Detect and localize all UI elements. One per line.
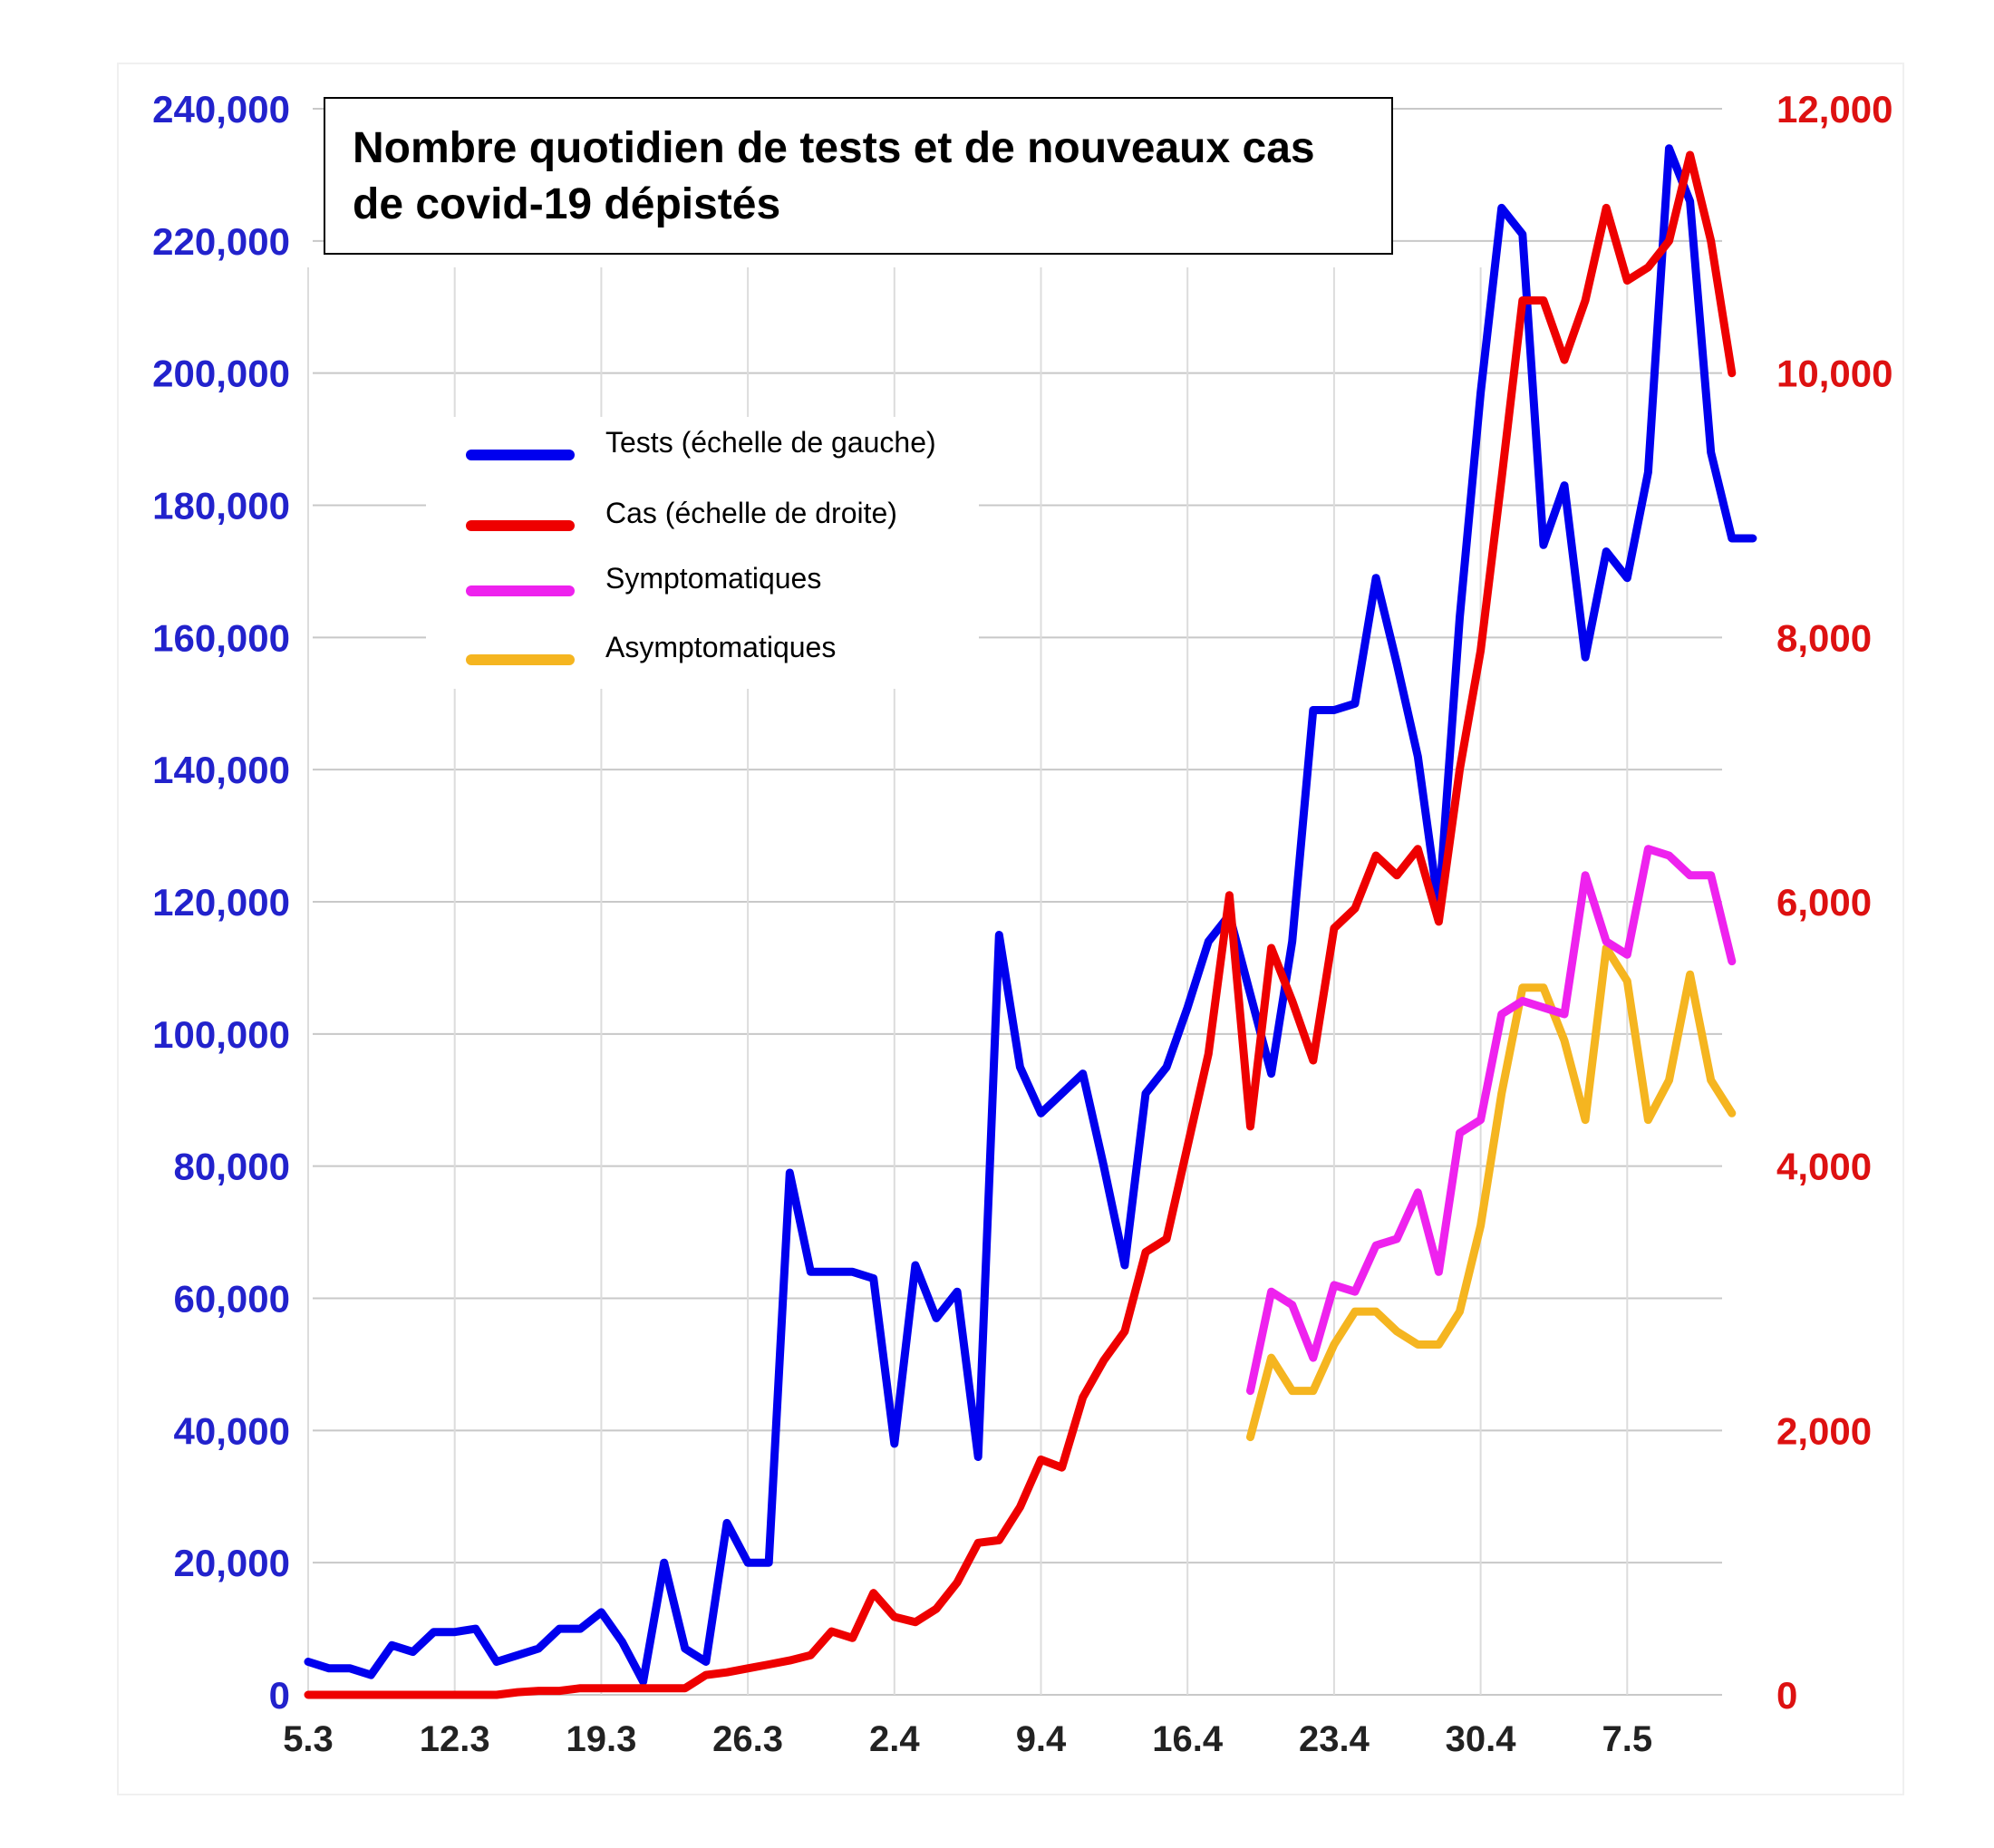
legend-swatch-tests (466, 450, 575, 460)
left-tick-label: 80,000 (174, 1146, 290, 1188)
x-tick-label: 7.5 (1602, 1719, 1652, 1759)
right-tick-label: 12,000 (1776, 88, 1892, 131)
legend-swatch-asymptomatiques (466, 654, 575, 665)
left-tick-label: 40,000 (174, 1409, 290, 1452)
legend-item-symptomatiques: Symptomatiques (444, 560, 979, 614)
x-axis-ticks: 5.3 12.3 19.3 26.3 2.4 9.4 16.4 23.4 30.4 7.5 (283, 1719, 1652, 1759)
x-tick-label: 2.4 (869, 1719, 920, 1759)
series-line-asymptomatiques (1246, 943, 1737, 1442)
legend-label-tests: Tests (échelle de gauche) (605, 426, 936, 459)
right-tick-label: 6,000 (1776, 881, 1872, 924)
left-axis-ticks: 0 20,000 40,000 60,000 80,000 100,000 120,000 1… (152, 88, 290, 1717)
left-tick-label: 200,000 (152, 353, 290, 395)
left-tick-label: 240,000 (152, 88, 290, 131)
right-tick-label: 2,000 (1776, 1409, 1872, 1452)
right-tick-label: 0 (1776, 1674, 1797, 1717)
chart-title: Nombre quotidien de tests et de nouveaux… (353, 124, 1315, 228)
x-tick-label: 30.4 (1446, 1719, 1517, 1759)
x-tick-label: 9.4 (1016, 1719, 1067, 1759)
chart-title-box: Nombre quotidien de tests et de nouveaux… (324, 97, 1393, 255)
right-tick-label: 10,000 (1776, 353, 1892, 395)
right-tick-label: 4,000 (1776, 1146, 1872, 1188)
x-tick-label: 23.4 (1299, 1719, 1370, 1759)
left-tick-label: 140,000 (152, 749, 290, 791)
left-tick-label: 120,000 (152, 881, 290, 924)
left-tick-label: 220,000 (152, 220, 290, 263)
x-tick-label: 12.3 (420, 1719, 490, 1759)
left-tick-label: 0 (269, 1674, 290, 1717)
right-axis-ticks: 0 2,000 4,000 6,000 8,000 10,000 12,000 (1776, 88, 1892, 1717)
legend: Tests (échelle de gauche) Cas (échelle d… (426, 417, 979, 689)
legend-item-cas: Cas (échelle de droite) (444, 495, 979, 549)
x-tick-label: 16.4 (1152, 1719, 1224, 1759)
left-tick-label: 100,000 (152, 1013, 290, 1056)
series-line-tests (304, 144, 1757, 1686)
legend-item-asymptomatiques: Asymptomatiques (444, 629, 979, 683)
series-lines (304, 144, 1757, 1699)
legend-label-cas: Cas (échelle de droite) (605, 497, 897, 529)
x-tick-label: 5.3 (283, 1719, 334, 1759)
legend-swatch-symptomatiques (466, 585, 575, 596)
left-tick-label: 60,000 (174, 1278, 290, 1321)
right-tick-label: 8,000 (1776, 616, 1872, 659)
series-line-cas (304, 150, 1737, 1699)
left-tick-label: 160,000 (152, 616, 290, 659)
x-tick-label: 19.3 (566, 1719, 636, 1759)
x-tick-label: 26.3 (712, 1719, 783, 1759)
legend-swatch-cas (466, 520, 575, 531)
legend-label-asymptomatiques: Asymptomatiques (605, 631, 837, 663)
legend-label-symptomatiques: Symptomatiques (605, 562, 822, 595)
series-line-symptomatiques (1246, 845, 1737, 1396)
legend-item-tests: Tests (échelle de gauche) (444, 424, 979, 479)
left-tick-label: 20,000 (174, 1542, 290, 1584)
left-tick-label: 180,000 (152, 485, 290, 527)
